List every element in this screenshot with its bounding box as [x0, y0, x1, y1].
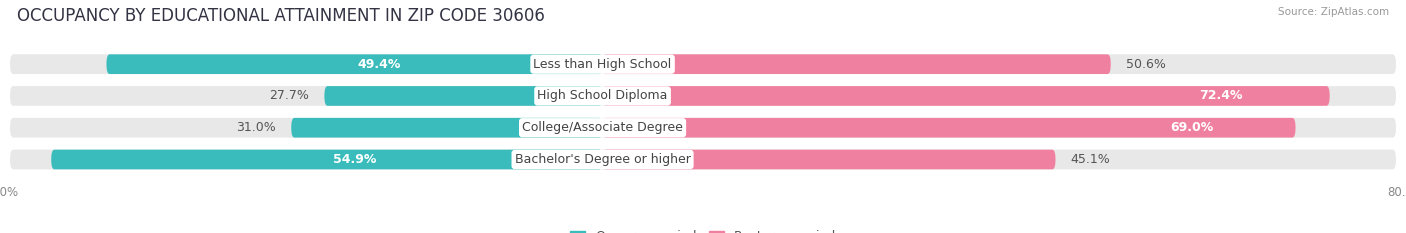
Text: High School Diploma: High School Diploma	[537, 89, 668, 103]
FancyBboxPatch shape	[107, 54, 603, 74]
FancyBboxPatch shape	[603, 150, 1056, 169]
FancyBboxPatch shape	[10, 118, 1396, 137]
Text: 27.7%: 27.7%	[270, 89, 309, 103]
Text: 69.0%: 69.0%	[1170, 121, 1213, 134]
FancyBboxPatch shape	[10, 150, 1396, 169]
FancyBboxPatch shape	[603, 54, 1111, 74]
Text: OCCUPANCY BY EDUCATIONAL ATTAINMENT IN ZIP CODE 30606: OCCUPANCY BY EDUCATIONAL ATTAINMENT IN Z…	[17, 7, 544, 25]
Text: 54.9%: 54.9%	[333, 153, 377, 166]
Legend: Owner-occupied, Renter-occupied: Owner-occupied, Renter-occupied	[565, 225, 841, 233]
Text: 49.4%: 49.4%	[357, 58, 401, 71]
Text: Bachelor's Degree or higher: Bachelor's Degree or higher	[515, 153, 690, 166]
FancyBboxPatch shape	[51, 150, 603, 169]
FancyBboxPatch shape	[10, 86, 1396, 106]
FancyBboxPatch shape	[603, 118, 1295, 137]
Text: 45.1%: 45.1%	[1070, 153, 1111, 166]
FancyBboxPatch shape	[10, 54, 1396, 74]
Text: Source: ZipAtlas.com: Source: ZipAtlas.com	[1278, 7, 1389, 17]
FancyBboxPatch shape	[603, 86, 1330, 106]
Text: 72.4%: 72.4%	[1199, 89, 1243, 103]
Text: 31.0%: 31.0%	[236, 121, 276, 134]
FancyBboxPatch shape	[291, 118, 603, 137]
Text: Less than High School: Less than High School	[533, 58, 672, 71]
Text: 50.6%: 50.6%	[1126, 58, 1166, 71]
Text: College/Associate Degree: College/Associate Degree	[522, 121, 683, 134]
FancyBboxPatch shape	[325, 86, 603, 106]
